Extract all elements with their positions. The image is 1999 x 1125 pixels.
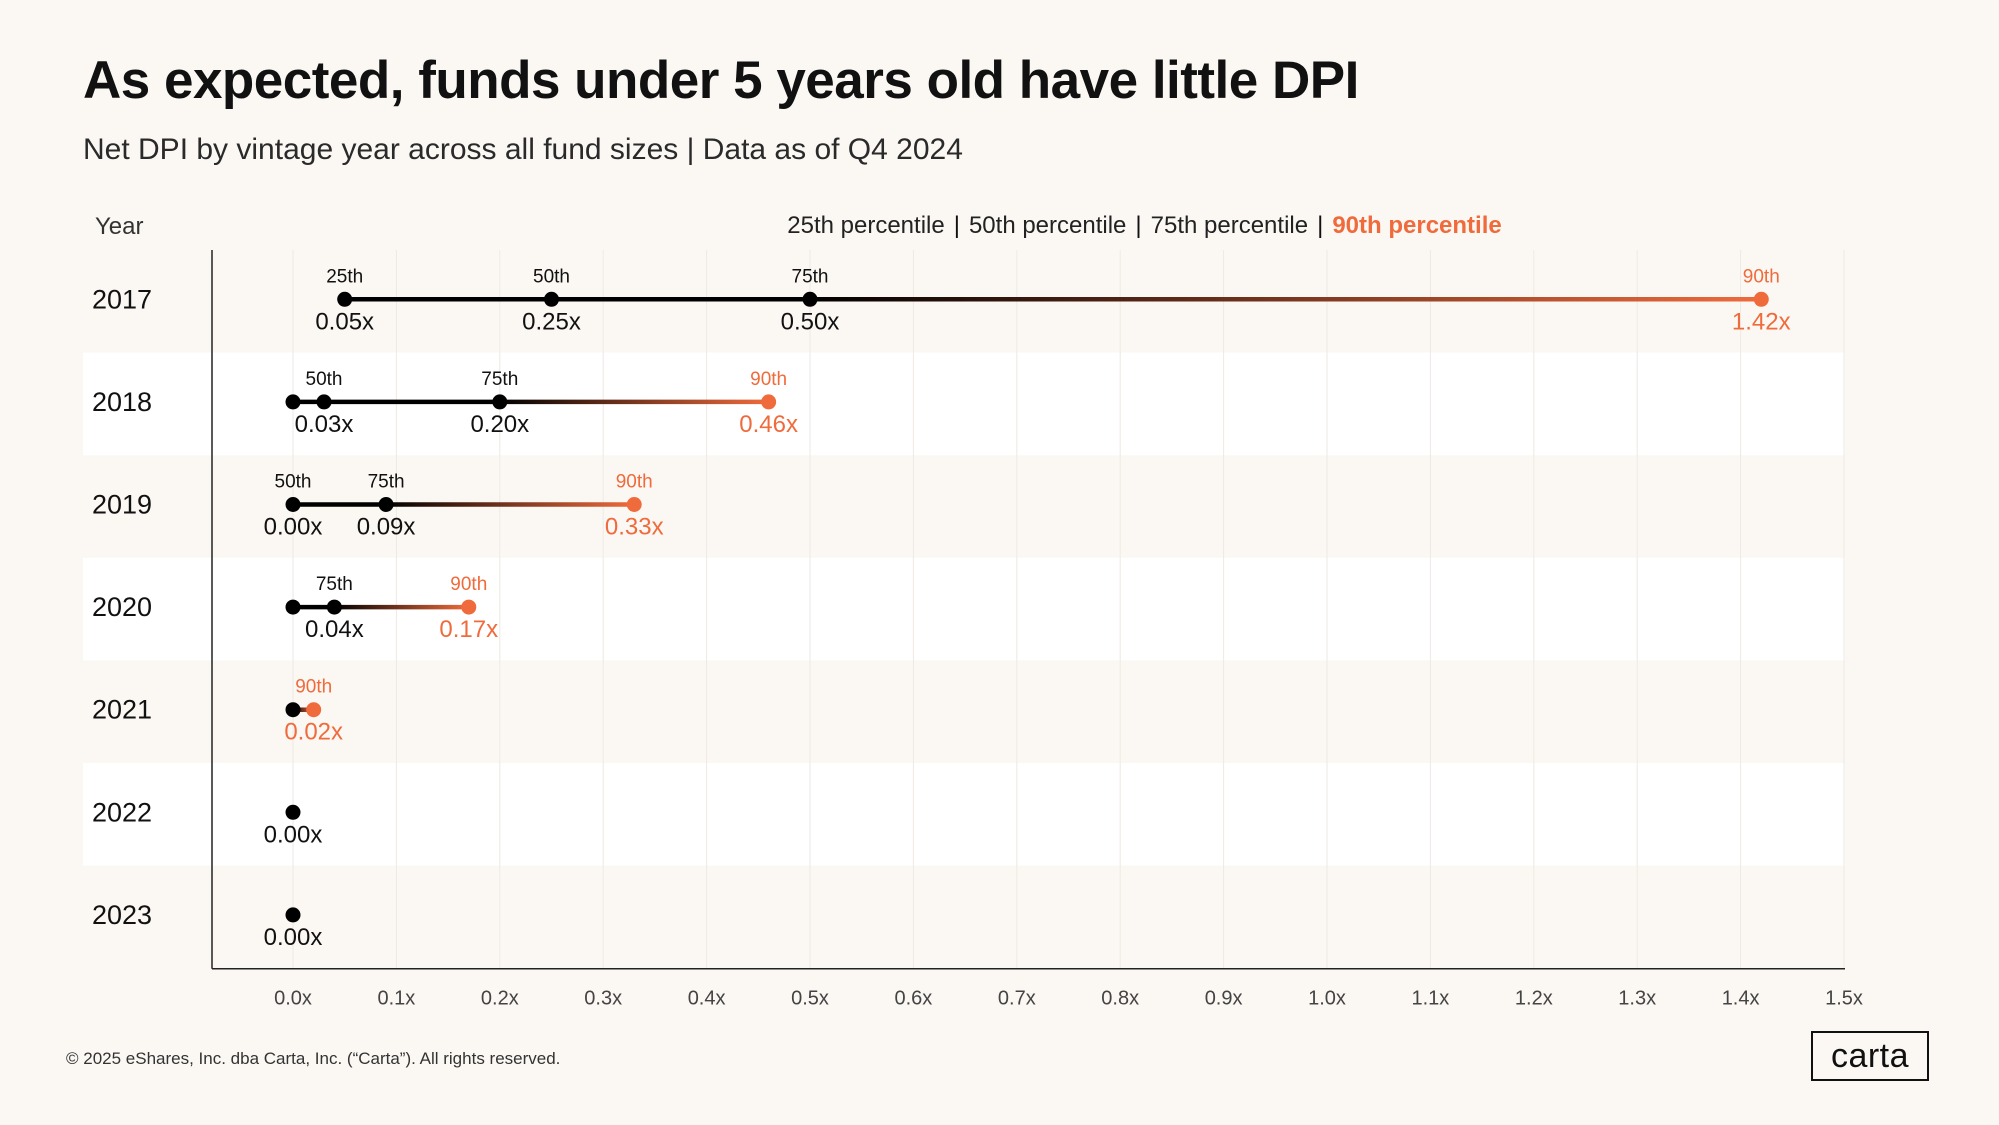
legend-50th: 50th percentile	[968, 212, 1127, 239]
legend-90th: 90th percentile	[1332, 212, 1502, 239]
year-label: 2018	[92, 387, 152, 417]
x-tick-label: 1.4x	[1722, 988, 1760, 1010]
point-2017-50th	[544, 291, 559, 307]
value-label: 0.00x	[264, 821, 323, 848]
x-tick-label: 0.2x	[481, 988, 519, 1010]
legend-75th: 75th percentile	[1150, 212, 1309, 239]
point-2021-90th	[306, 702, 322, 718]
point-2018-90th	[761, 394, 777, 410]
point-2018-25th	[285, 394, 301, 410]
value-label: 0.03x	[295, 411, 354, 438]
year-label: 2023	[92, 900, 152, 930]
year-label: 2022	[92, 797, 152, 827]
year-label: 2019	[92, 490, 152, 520]
year-label: 2017	[92, 284, 152, 314]
point-2019-75th	[378, 497, 394, 512]
x-tick-label: 0.7x	[998, 988, 1036, 1010]
point-2020-75th	[326, 599, 342, 615]
legend: 25th percentile | 50th percentile | 75th per…	[787, 212, 1502, 239]
pct-label: 75th	[316, 574, 353, 595]
year-column-header: Year	[95, 213, 144, 240]
x-tick-label: 0.5x	[791, 988, 829, 1010]
year-label: 2021	[92, 695, 152, 725]
point-2019-90th	[626, 497, 642, 512]
value-label: 0.17x	[439, 616, 498, 643]
carta-logo: carta	[1811, 1031, 1929, 1081]
x-tick-label: 1.0x	[1308, 988, 1346, 1010]
value-label: 0.20x	[470, 411, 529, 438]
pct-label: 25th	[326, 266, 363, 287]
value-label: 0.50x	[781, 308, 840, 335]
value-label: 0.02x	[284, 719, 343, 746]
row-band	[83, 763, 1845, 866]
pct-label: 90th	[616, 472, 653, 493]
x-tick-label: 0.4x	[688, 988, 726, 1010]
point-2020-90th	[461, 599, 477, 615]
x-tick-label: 0.3x	[584, 988, 622, 1010]
point-2017-75th	[802, 291, 818, 307]
pct-label: 90th	[1743, 266, 1780, 287]
value-label: 1.42x	[1732, 308, 1791, 335]
pct-label: 50th	[533, 266, 570, 287]
value-label: 0.46x	[739, 411, 798, 438]
year-label: 2020	[92, 592, 152, 622]
value-label: 0.33x	[605, 514, 664, 541]
copyright-footer: © 2025 eShares, Inc. dba Carta, Inc. (“C…	[66, 1049, 561, 1068]
x-tick-label: 1.1x	[1411, 988, 1449, 1010]
value-label: 0.25x	[522, 308, 581, 335]
pct-label: 75th	[368, 472, 405, 493]
point-2018-75th	[492, 394, 508, 410]
point-2020-50th	[285, 599, 301, 615]
value-label: 0.00x	[264, 924, 323, 951]
value-label: 0.09x	[357, 514, 416, 541]
point-2017-90th	[1753, 291, 1769, 307]
value-label: 0.05x	[315, 308, 374, 335]
pct-label: 90th	[750, 369, 787, 390]
value-label: 0.04x	[305, 616, 364, 643]
chart-title: As expected, funds under 5 years old hav…	[83, 51, 1359, 110]
point-2017-25th	[337, 291, 353, 307]
point-2021-75th	[285, 702, 301, 718]
point-2018-50th	[316, 394, 332, 410]
x-tick-label: 0.8x	[1101, 988, 1139, 1010]
pct-label: 50th	[306, 369, 343, 390]
chart-subtitle: Net DPI by vintage year across all fund …	[83, 133, 963, 166]
point-2019-50th	[285, 497, 301, 512]
x-tick-label: 0.1x	[377, 988, 415, 1010]
pct-label: 90th	[295, 677, 332, 698]
value-label: 0.00x	[264, 514, 323, 541]
x-tick-label: 1.3x	[1618, 988, 1656, 1010]
x-tick-label: 1.5x	[1825, 988, 1863, 1010]
pct-label: 50th	[275, 472, 312, 493]
pct-label: 90th	[450, 574, 487, 595]
legend-25th: 25th percentile	[787, 212, 945, 239]
point-2022-90th	[285, 804, 301, 820]
x-tick-label: 0.0x	[274, 988, 312, 1010]
point-2023-90th	[285, 907, 301, 923]
x-tick-label: 0.9x	[1205, 988, 1243, 1010]
x-tick-label: 0.6x	[894, 988, 932, 1010]
pct-label: 75th	[792, 266, 829, 287]
x-tick-label: 1.2x	[1515, 988, 1553, 1010]
pct-label: 75th	[481, 369, 518, 390]
